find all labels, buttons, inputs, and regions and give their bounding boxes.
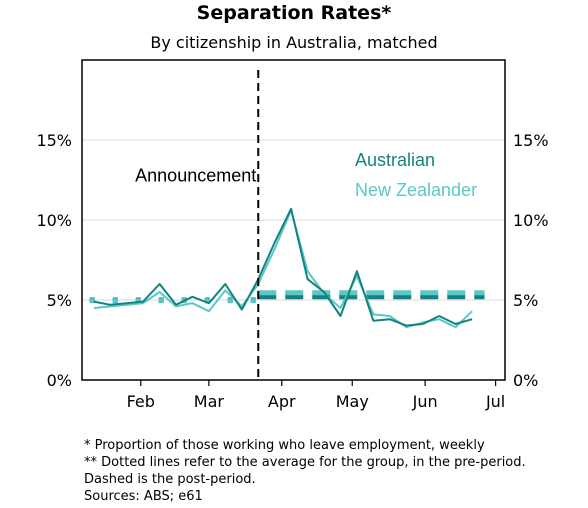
footnotes: * Proportion of those working who leave … xyxy=(84,437,526,505)
series-line xyxy=(93,209,473,329)
y-tick-label: 15% xyxy=(36,131,72,150)
legend-item: New Zealander xyxy=(355,180,477,200)
y-tick-label: 5% xyxy=(47,291,72,310)
x-axis: Feb Mar Apr May Jun Jul xyxy=(127,380,505,411)
y-tick-label: 0% xyxy=(47,371,72,390)
footnote: Sources: ABS; e61 xyxy=(84,489,203,504)
x-tick-label: Apr xyxy=(268,392,296,411)
y-tick-label: 0% xyxy=(513,371,538,390)
y-tick-label: 10% xyxy=(513,211,549,230)
footnote: ** Dotted lines refer to the average for… xyxy=(84,455,526,470)
y-axis-left: 0% 5% 10% 15% xyxy=(36,131,72,390)
y-tick-label: 15% xyxy=(513,131,549,150)
x-tick-label: Mar xyxy=(194,392,225,411)
footnote: Dashed is the post-period. xyxy=(84,472,256,487)
x-tick-label: May xyxy=(336,392,369,411)
x-tick-label: Jun xyxy=(412,392,438,411)
announcement-label: Announcement xyxy=(135,166,256,186)
x-tick-label: Jul xyxy=(485,392,505,411)
footnote: * Proportion of those working who leave … xyxy=(84,438,485,453)
chart-title: Separation Rates* xyxy=(196,2,392,24)
legend: Australian New Zealander xyxy=(355,150,477,200)
series-lines xyxy=(93,207,473,329)
average-lines xyxy=(89,290,485,304)
plot-frame xyxy=(81,59,506,381)
series-line xyxy=(93,207,473,327)
y-axis-right: 0% 5% 10% 15% xyxy=(513,131,549,390)
legend-item: Australian xyxy=(355,150,435,170)
chart-plot: Announcement 0% 5% 10% 15% 0% 5% 10% 15% Feb Ma… xyxy=(36,59,549,411)
chart-subtitle: By citizenship in Australia, matched xyxy=(150,33,438,52)
y-tick-label: 10% xyxy=(36,211,72,230)
y-tick-label: 5% xyxy=(513,291,538,310)
x-tick-label: Feb xyxy=(127,392,155,411)
